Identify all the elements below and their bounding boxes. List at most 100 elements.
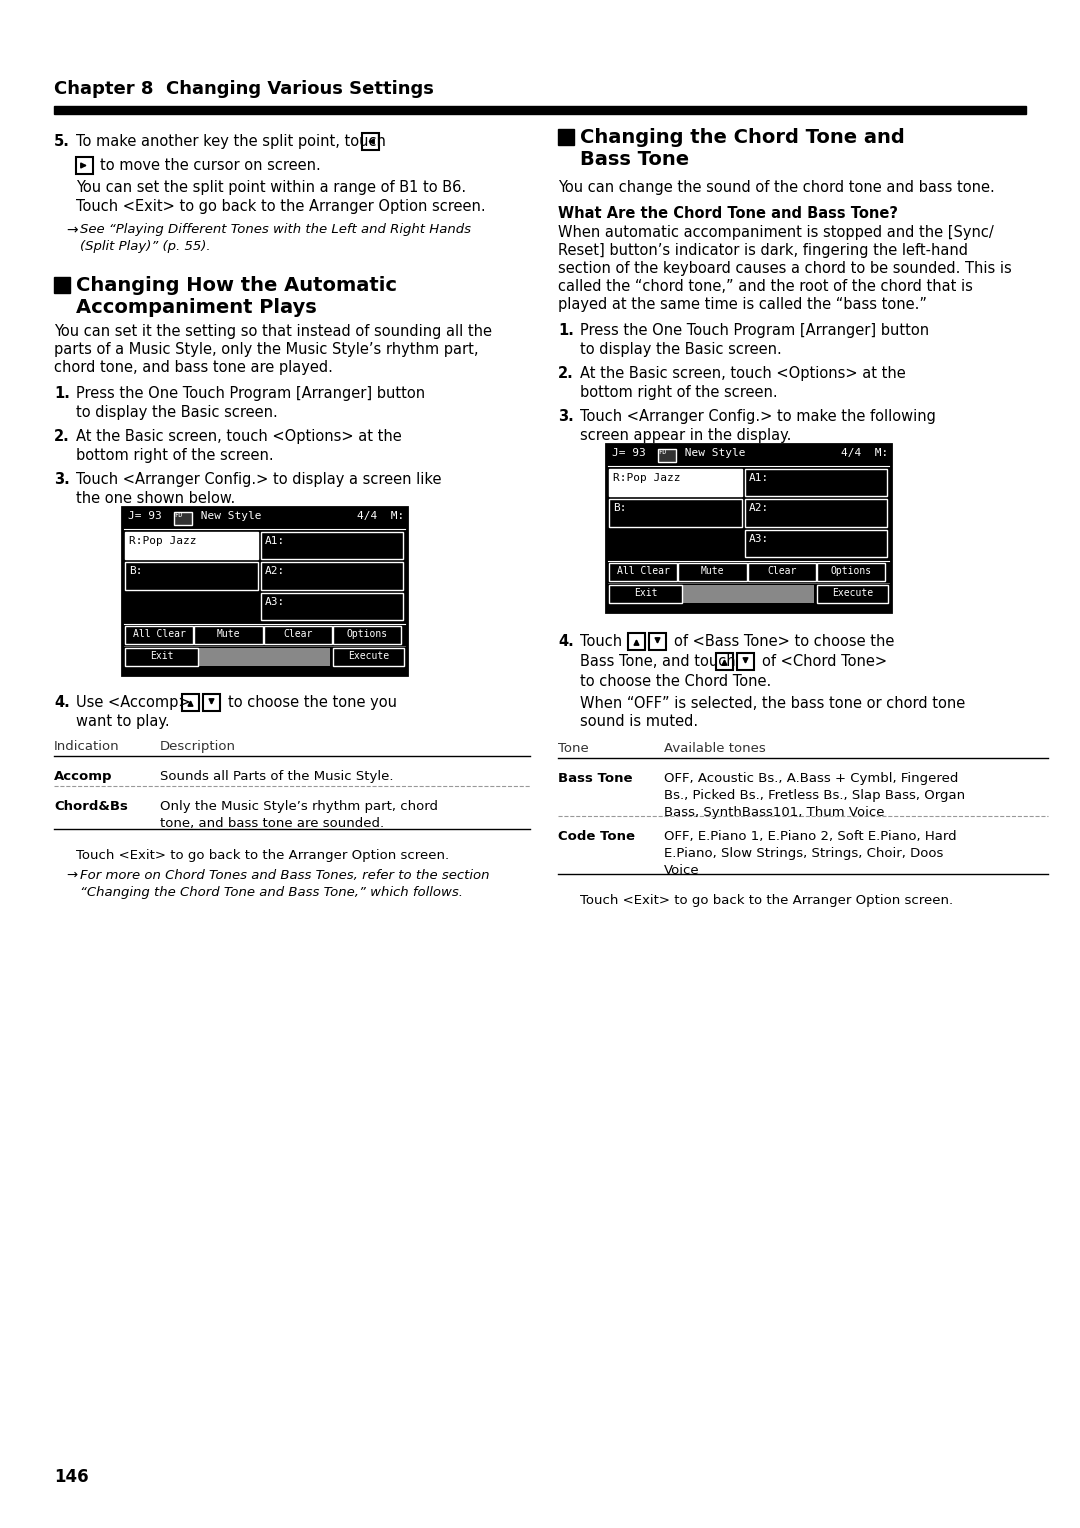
Bar bbox=[558, 128, 573, 145]
Text: OFF, Acoustic Bs., A.Bass + Cymbl, Fingered: OFF, Acoustic Bs., A.Bass + Cymbl, Finge… bbox=[664, 772, 958, 785]
Text: A2:: A2: bbox=[265, 567, 285, 576]
Bar bbox=[122, 507, 407, 675]
Text: J= 93: J= 93 bbox=[612, 448, 659, 458]
Text: All Clear: All Clear bbox=[617, 565, 670, 576]
Text: Press the One Touch Program [Arranger] button: Press the One Touch Program [Arranger] b… bbox=[76, 387, 426, 400]
Text: to display the Basic screen.: to display the Basic screen. bbox=[580, 342, 782, 358]
Text: B:: B: bbox=[613, 503, 626, 513]
Text: Options: Options bbox=[831, 565, 872, 576]
Bar bbox=[203, 694, 220, 711]
Bar bbox=[333, 648, 404, 666]
Text: New Style: New Style bbox=[194, 510, 261, 521]
Text: 5.: 5. bbox=[54, 134, 70, 150]
Bar bbox=[125, 648, 199, 666]
Text: Bass Tone, and touch: Bass Tone, and touch bbox=[580, 654, 735, 669]
Text: You can change the sound of the chord tone and bass tone.: You can change the sound of the chord to… bbox=[558, 180, 995, 196]
Bar bbox=[716, 652, 733, 669]
Bar bbox=[816, 585, 888, 604]
Text: Touch <Exit> to go back to the Arranger Option screen.: Touch <Exit> to go back to the Arranger … bbox=[580, 894, 954, 908]
Bar bbox=[125, 562, 258, 590]
Bar bbox=[264, 626, 332, 643]
Text: tone, and bass tone are sounded.: tone, and bass tone are sounded. bbox=[160, 817, 384, 830]
Text: A1:: A1: bbox=[265, 536, 285, 545]
Bar bbox=[816, 562, 885, 581]
Text: Bass Tone: Bass Tone bbox=[580, 150, 689, 170]
Text: 4.: 4. bbox=[558, 634, 573, 649]
Text: Accompaniment Plays: Accompaniment Plays bbox=[76, 298, 316, 316]
Bar bbox=[54, 105, 1026, 115]
Text: OFF, E.Piano 1, E.Piano 2, Soft E.Piano, Hard: OFF, E.Piano 1, E.Piano 2, Soft E.Piano,… bbox=[664, 830, 957, 843]
Text: 4/4  M:  1: 4/4 M: 1 bbox=[841, 448, 908, 458]
Bar bbox=[195, 648, 329, 666]
Text: A1:: A1: bbox=[748, 474, 769, 483]
Text: R:Pop Jazz: R:Pop Jazz bbox=[129, 536, 197, 545]
Text: Mute: Mute bbox=[217, 630, 240, 639]
Bar bbox=[333, 626, 401, 643]
Text: Sounds all Parts of the Music Style.: Sounds all Parts of the Music Style. bbox=[160, 770, 393, 782]
Text: New Style: New Style bbox=[678, 448, 745, 458]
Text: of <Bass Tone> to choose the: of <Bass Tone> to choose the bbox=[674, 634, 894, 649]
Text: E.Piano, Slow Strings, Strings, Choir, Doos: E.Piano, Slow Strings, Strings, Choir, D… bbox=[664, 847, 943, 860]
Text: Only the Music Style’s rhythm part, chord: Only the Music Style’s rhythm part, chor… bbox=[160, 801, 438, 813]
Text: to display the Basic screen.: to display the Basic screen. bbox=[76, 405, 278, 420]
Text: Changing How the Automatic: Changing How the Automatic bbox=[76, 277, 397, 295]
Bar bbox=[745, 469, 887, 497]
Bar bbox=[745, 530, 887, 558]
Text: to move the cursor on screen.: to move the cursor on screen. bbox=[100, 157, 321, 173]
Text: Bs., Picked Bs., Fretless Bs., Slap Bass, Organ: Bs., Picked Bs., Fretless Bs., Slap Bass… bbox=[664, 788, 966, 802]
Bar bbox=[658, 449, 676, 461]
Text: Execute: Execute bbox=[832, 588, 873, 597]
Text: Bass Tone: Bass Tone bbox=[558, 772, 633, 785]
Bar bbox=[76, 157, 93, 174]
Text: Indication: Indication bbox=[54, 740, 120, 753]
Text: to choose the Chord Tone.: to choose the Chord Tone. bbox=[580, 674, 771, 689]
Text: A3:: A3: bbox=[265, 596, 285, 607]
Text: →: → bbox=[66, 869, 77, 882]
Text: Bass, SynthBass101, Thum Voice: Bass, SynthBass101, Thum Voice bbox=[664, 805, 885, 819]
Text: of <Chord Tone>: of <Chord Tone> bbox=[762, 654, 887, 669]
Text: At the Basic screen, touch <Options> at the: At the Basic screen, touch <Options> at … bbox=[580, 367, 906, 380]
Text: You can set it the setting so that instead of sounding all the: You can set it the setting so that inste… bbox=[54, 324, 492, 339]
Bar bbox=[362, 133, 379, 150]
Text: Voice: Voice bbox=[664, 863, 700, 877]
Text: Touch <Arranger Config.> to make the following: Touch <Arranger Config.> to make the fol… bbox=[580, 410, 936, 423]
Text: Execute: Execute bbox=[348, 651, 389, 662]
Text: Clear: Clear bbox=[283, 630, 312, 639]
Bar bbox=[609, 562, 677, 581]
Bar bbox=[679, 585, 813, 604]
Text: played at the same time is called the “bass tone.”: played at the same time is called the “b… bbox=[558, 296, 927, 312]
Text: For more on Chord Tones and Bass Tones, refer to the section: For more on Chord Tones and Bass Tones, … bbox=[80, 869, 489, 882]
Bar bbox=[737, 652, 754, 669]
Text: Touch <Exit> to go back to the Arranger Option screen.: Touch <Exit> to go back to the Arranger … bbox=[76, 850, 449, 862]
Text: “Changing the Chord Tone and Bass Tone,” which follows.: “Changing the Chord Tone and Bass Tone,”… bbox=[80, 886, 463, 898]
Text: parts of a Music Style, only the Music Style’s rhythm part,: parts of a Music Style, only the Music S… bbox=[54, 342, 478, 358]
Text: bottom right of the screen.: bottom right of the screen. bbox=[580, 385, 778, 400]
Text: 2.: 2. bbox=[558, 367, 573, 380]
Text: Clear: Clear bbox=[767, 565, 796, 576]
Text: A2:: A2: bbox=[748, 503, 769, 513]
Text: Available tones: Available tones bbox=[664, 743, 766, 755]
Text: section of the keyboard causes a chord to be sounded. This is: section of the keyboard causes a chord t… bbox=[558, 261, 1012, 277]
Text: Changing the Chord Tone and: Changing the Chord Tone and bbox=[580, 128, 905, 147]
Bar bbox=[183, 694, 199, 711]
Text: the one shown below.: the one shown below. bbox=[76, 490, 235, 506]
Text: 3.: 3. bbox=[54, 472, 70, 487]
Bar bbox=[54, 277, 70, 293]
Bar bbox=[609, 585, 683, 604]
Text: See “Playing Different Tones with the Left and Right Hands: See “Playing Different Tones with the Le… bbox=[80, 223, 471, 235]
Bar bbox=[745, 500, 887, 527]
Text: 3.: 3. bbox=[558, 410, 573, 423]
Text: Exit: Exit bbox=[150, 651, 174, 662]
Text: 2.: 2. bbox=[54, 429, 70, 445]
Text: chord tone, and bass tone are played.: chord tone, and bass tone are played. bbox=[54, 361, 333, 374]
Text: 4.: 4. bbox=[54, 695, 70, 711]
Text: Reset] button’s indicator is dark, fingering the left-hand: Reset] button’s indicator is dark, finge… bbox=[558, 243, 968, 258]
Text: 146: 146 bbox=[54, 1468, 89, 1487]
Text: Exit: Exit bbox=[634, 588, 658, 597]
Text: At the Basic screen, touch <Options> at the: At the Basic screen, touch <Options> at … bbox=[76, 429, 402, 445]
Text: bottom right of the screen.: bottom right of the screen. bbox=[76, 448, 273, 463]
Text: want to play.: want to play. bbox=[76, 714, 170, 729]
Text: Code Tone: Code Tone bbox=[558, 830, 635, 843]
Text: Options: Options bbox=[347, 630, 388, 639]
Text: Accomp: Accomp bbox=[54, 770, 112, 782]
